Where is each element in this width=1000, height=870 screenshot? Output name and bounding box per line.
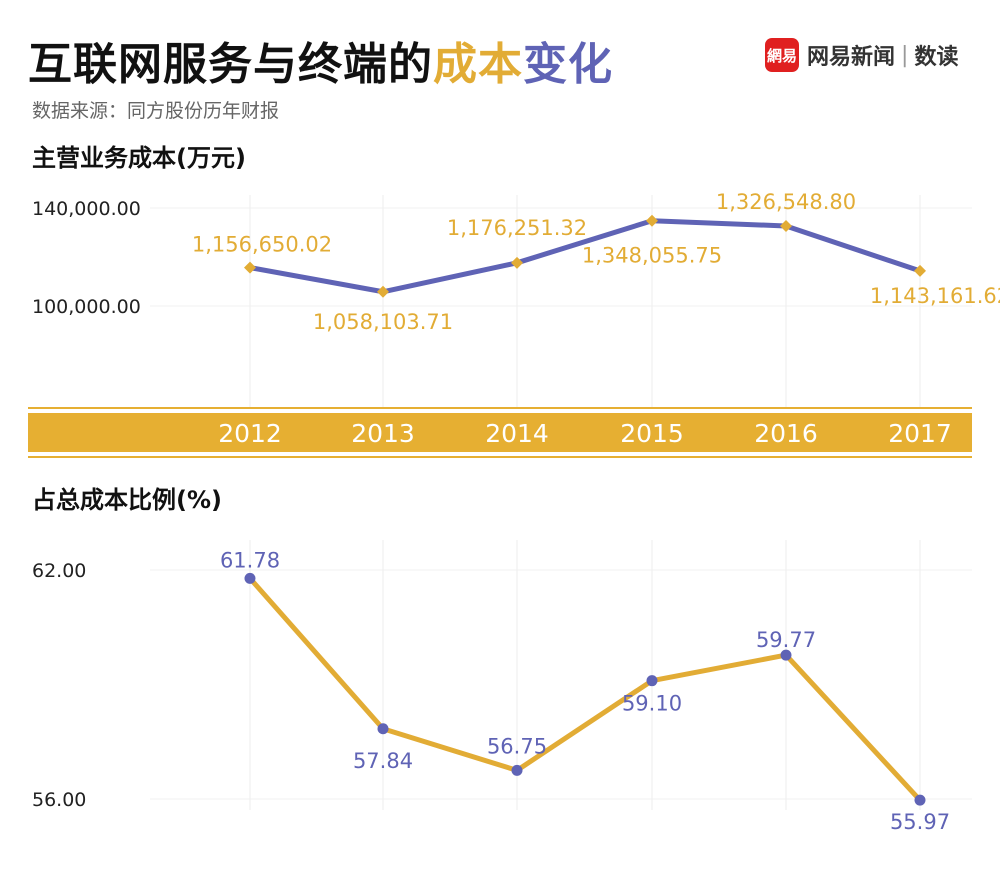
- year-label-2017: 2017: [888, 419, 952, 448]
- cost-data-label-5: 1,143,161.62: [870, 284, 1000, 308]
- cost-point-4: [780, 219, 792, 232]
- ratio-data-label-5: 55.97: [890, 810, 950, 834]
- ratio-series-line: [248, 576, 922, 802]
- cost-ytick-1: 140,000.00: [32, 198, 141, 220]
- ratio-point-2: [511, 764, 523, 776]
- brand-logo: 網易 网易新闻 | 数读: [765, 38, 958, 72]
- brand-separator: |: [901, 42, 909, 68]
- cost-data-label-2: 1,176,251.32: [447, 216, 587, 240]
- netease-logo-icon: 網易: [765, 38, 799, 72]
- cost-point-1: [377, 285, 389, 298]
- cost-data-label-1: 1,058,103.71: [313, 310, 453, 334]
- ratio-ytick-0: 56.00: [32, 789, 86, 811]
- ratio-point-0: [244, 572, 256, 584]
- title-highlight-change: 变化: [523, 39, 613, 90]
- cost-data-label-3: 1,348,055.75: [582, 244, 722, 268]
- cost-point-3: [646, 214, 658, 227]
- ratio-data-label-4: 59.77: [756, 628, 816, 652]
- cost-data-label-4: 1,326,548.80: [716, 190, 856, 214]
- year-label-2016: 2016: [754, 419, 818, 448]
- ratio-point-3: [646, 675, 658, 687]
- ratio-point-1: [377, 723, 389, 735]
- ratio-data-label-3: 59.10: [622, 692, 682, 716]
- title-highlight-cost: 成本: [433, 39, 523, 90]
- ratio-chart-title: 占总成本比例(%): [32, 486, 222, 514]
- page-title: 互联网服务与终端的成本变化: [28, 28, 613, 92]
- cost-chart-title: 主营业务成本(万元): [32, 144, 246, 172]
- cost-point-0: [244, 261, 256, 274]
- ratio-point-4: [780, 649, 792, 661]
- cost-point-2: [511, 256, 523, 269]
- ratio-point-5: [914, 794, 926, 806]
- year-label-2014: 2014: [485, 419, 549, 448]
- brand-column: 数读: [914, 45, 959, 70]
- cost-data-label-0: 1,156,650.02: [192, 233, 332, 257]
- cost-ytick-0: 100,000.00: [32, 296, 141, 318]
- ratio-data-label-2: 56.75: [487, 734, 547, 758]
- ratio-data-label-0: 61.78: [220, 548, 280, 572]
- year-label-2015: 2015: [620, 419, 684, 448]
- year-label-2013: 2013: [351, 419, 415, 448]
- ratio-ytick-1: 62.00: [32, 560, 86, 582]
- data-source: 数据来源：同方股份历年财报: [32, 100, 280, 122]
- year-label-2012: 2012: [218, 419, 282, 448]
- cost-point-5: [914, 264, 926, 277]
- title-part1: 互联网服务与终端的: [28, 39, 433, 90]
- cost-series-line: [249, 218, 921, 295]
- brand-name: 网易新闻: [807, 45, 896, 70]
- ratio-data-label-1: 57.84: [353, 749, 413, 773]
- year-band: [28, 413, 972, 452]
